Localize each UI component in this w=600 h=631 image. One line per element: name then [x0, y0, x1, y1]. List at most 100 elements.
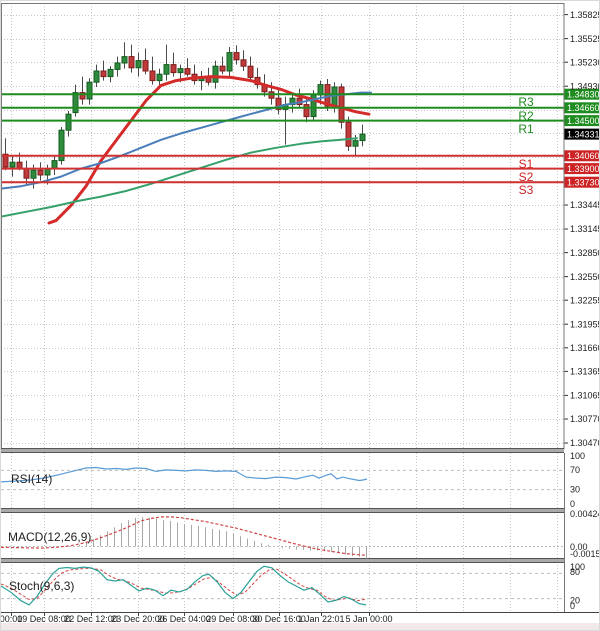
- candle-up: [212, 65, 219, 83]
- stoch-axis-label: 100: [570, 562, 585, 572]
- price-tick-label: 1.32550: [570, 272, 600, 282]
- macd-axis-label: -0.001503: [570, 549, 600, 559]
- price-tick-label: 1.33145: [570, 224, 600, 234]
- time-axis-label: 00:00: [1, 614, 22, 624]
- candle-down: [345, 121, 352, 147]
- support-s3-badge: [564, 176, 599, 188]
- candle-up: [352, 140, 359, 147]
- pane-separator: [1, 509, 564, 512]
- rsi-axis-label: 70: [570, 465, 580, 475]
- support-s1-badge-value: 1.34060: [567, 151, 600, 161]
- candle-down: [23, 168, 30, 179]
- candle-down: [170, 64, 177, 74]
- time-axis-label: 5 Jan 00:00: [345, 614, 392, 624]
- candle-up: [107, 68, 114, 78]
- pane-separator: [1, 449, 564, 452]
- candle-up: [86, 81, 93, 100]
- candle-up: [359, 133, 366, 142]
- macd-label: MACD(12,26,9): [8, 530, 92, 544]
- candle-down: [100, 70, 107, 78]
- rsi-axis-label: 0: [570, 499, 575, 509]
- time-axis-label: 26 Dec 04:00: [157, 614, 211, 624]
- stoch-axis-label: 0: [570, 601, 575, 611]
- time-axis-label: 23 Dec 20:00: [111, 614, 165, 624]
- time-axis-label: 30 Dec 16:00: [252, 614, 306, 624]
- price-tick-label: 1.30770: [570, 414, 600, 424]
- macd-axis-label: 0.00424: [570, 509, 600, 519]
- resistance-r1-badge: [564, 115, 599, 127]
- resistance-r3-badge-value: 1.34830: [567, 90, 600, 100]
- candle-down: [149, 70, 156, 82]
- time-axis-label: 22 Dec 12:00: [64, 614, 118, 624]
- stoch-axis-label: 20: [570, 596, 580, 606]
- time-axis-label: 19 Dec 08:00: [17, 614, 71, 624]
- pane-separator: [1, 559, 564, 562]
- price-tick-label: 1.31365: [570, 367, 600, 377]
- price-tick-label: 1.31065: [570, 391, 600, 401]
- candle-up: [51, 160, 58, 170]
- rsi-label: RSI(14): [11, 472, 53, 486]
- time-axis-label: 29 Dec 08:00: [206, 614, 260, 624]
- candle-up: [289, 97, 296, 106]
- stoch-label: Stoch(9,6,3): [9, 579, 75, 593]
- candle-down: [338, 86, 345, 123]
- price-tick-label: 1.33445: [570, 200, 600, 210]
- candle-up: [114, 62, 121, 70]
- ma-fast-red: [47, 75, 371, 225]
- support-s3-badge-value: 1.33730: [567, 178, 600, 188]
- candle-up: [156, 73, 163, 82]
- resistance-r2-badge: [564, 102, 599, 114]
- price-tick-label: 1.35525: [570, 34, 600, 44]
- price-tick-label: 1.35230: [570, 57, 600, 67]
- support-s2-badge-value: 1.33900: [567, 164, 600, 174]
- footer-strip: [1, 623, 599, 630]
- support-1-label: S1: [518, 157, 534, 171]
- ma-mid-blue: [1, 91, 372, 190]
- candle-down: [2, 153, 9, 168]
- resistance-r1-badge-value: 1.34500: [567, 116, 600, 126]
- candle-down: [142, 60, 149, 72]
- resistance-r3-badge: [564, 88, 599, 100]
- ma-slow-green: [1, 137, 358, 218]
- price-tick-label: 1.32850: [570, 248, 600, 258]
- candle-down: [128, 56, 135, 69]
- stoch-k-line: [1, 565, 367, 606]
- candle-down: [240, 59, 247, 67]
- price-tick-label: 1.31660: [570, 343, 600, 353]
- support-3-label: S3: [518, 183, 534, 197]
- stoch-axis-label: 80: [570, 567, 580, 577]
- candle-up: [177, 68, 184, 74]
- resistance-2-label: R2: [518, 109, 534, 123]
- macd-signal-line: [1, 516, 367, 556]
- candle-down: [219, 65, 226, 72]
- support-s1-badge: [564, 150, 599, 162]
- resistance-3-label: R3: [518, 95, 534, 109]
- current-price-badge: [564, 128, 599, 140]
- candle-up: [226, 52, 233, 72]
- price-tick-label: 1.32255: [570, 295, 600, 305]
- candle-down: [247, 65, 254, 78]
- candle-up: [163, 64, 170, 75]
- rsi-axis-label: 30: [570, 485, 580, 495]
- rsi-line: [1, 466, 368, 483]
- price-tick-label: 1.30470: [570, 438, 600, 448]
- rsi-axis-label: 100: [570, 451, 585, 461]
- support-s2-badge: [564, 163, 599, 175]
- candle-up: [93, 70, 100, 83]
- macd-axis-label: 0.00: [570, 542, 588, 552]
- candle-up: [121, 56, 128, 64]
- price-tick-label: 1.34930: [570, 81, 600, 91]
- candle-up: [72, 92, 79, 114]
- support-2-label: S2: [518, 170, 534, 184]
- candle-down: [184, 68, 191, 75]
- candle-down: [233, 52, 240, 61]
- candle-up: [9, 161, 16, 168]
- price-tick-label: 1.35825: [570, 10, 600, 20]
- candle-down: [37, 169, 44, 176]
- candle-up: [65, 113, 72, 131]
- time-axis-label: 1 Jan 22:01: [297, 614, 344, 624]
- candle-up: [135, 60, 142, 69]
- candle-down: [79, 92, 86, 100]
